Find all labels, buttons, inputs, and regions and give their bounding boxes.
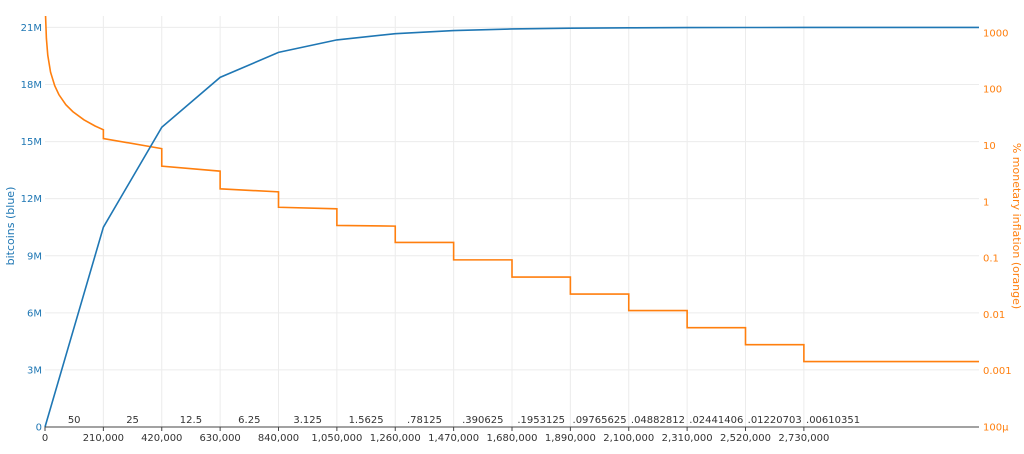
left-tick-label: 15M xyxy=(21,137,42,148)
left-axis-ticks: 0 3M 6M 9M 12M 15M 18M 21M xyxy=(21,23,42,434)
block-reward-label: .78125 xyxy=(407,415,442,426)
x-tick-label: 1,890,000 xyxy=(545,433,596,444)
x-tick-label: 2,520,000 xyxy=(720,433,771,444)
block-reward-label: 6.25 xyxy=(238,415,260,426)
x-tick-label: 1,680,000 xyxy=(487,433,538,444)
right-tick-label: 100μ xyxy=(983,423,1009,434)
left-tick-label: 21M xyxy=(21,23,42,34)
x-tick-label: 1,470,000 xyxy=(428,433,479,444)
x-tick-label: 0 xyxy=(42,433,48,444)
right-tick-label: 0.01 xyxy=(983,310,1005,321)
bitcoins-series-line xyxy=(44,26,980,428)
x-tick-label: 840,000 xyxy=(258,433,299,444)
x-tick-label: 420,000 xyxy=(141,433,182,444)
block-reward-label: 1.5625 xyxy=(349,415,384,426)
right-axis-title: % monetary inflation (orange) xyxy=(1010,143,1023,309)
right-tick-label: 100 xyxy=(983,85,1002,96)
block-reward-label: .1953125 xyxy=(517,415,565,426)
right-axis-ticks: 100μ 0.001 0.01 0.1 1 10 100 1000 xyxy=(983,28,1012,433)
x-tick-label: 2,730,000 xyxy=(778,433,829,444)
right-tick-label: 1000 xyxy=(983,28,1008,39)
x-tick-label: 2,100,000 xyxy=(603,433,654,444)
block-reward-label: .01220703 xyxy=(748,415,802,426)
block-reward-label: .09765625 xyxy=(573,415,627,426)
left-tick-label: 0 xyxy=(36,423,42,434)
block-reward-label: .00610351 xyxy=(806,415,860,426)
right-tick-label: 0.001 xyxy=(983,366,1012,377)
block-reward-label: 3.125 xyxy=(293,415,322,426)
right-tick-label: 10 xyxy=(983,141,996,152)
left-tick-label: 18M xyxy=(21,80,42,91)
x-tick-label: 1,050,000 xyxy=(311,433,362,444)
block-reward-labels: 50 25 12.5 6.25 3.125 1.5625 .78125 .390625 .195… xyxy=(68,415,860,426)
block-reward-label: 25 xyxy=(126,415,139,426)
block-reward-label: .02441406 xyxy=(689,415,743,426)
x-tick-label: 630,000 xyxy=(199,433,240,444)
grid-lines xyxy=(45,16,979,427)
x-tick-label: 210,000 xyxy=(83,433,124,444)
right-tick-label: 1 xyxy=(983,197,989,208)
right-tick-label: 0.1 xyxy=(983,254,999,265)
block-reward-label: 50 xyxy=(68,415,81,426)
block-reward-label: .390625 xyxy=(462,415,503,426)
left-tick-label: 6M xyxy=(27,308,42,319)
x-tick-label: 2,310,000 xyxy=(662,433,713,444)
block-reward-label: .04882812 xyxy=(631,415,685,426)
x-tick-label: 1,260,000 xyxy=(370,433,421,444)
inflation-series-line xyxy=(44,15,979,363)
left-tick-label: 12M xyxy=(21,194,42,205)
left-tick-label: 3M xyxy=(27,365,42,376)
x-axis-ticks: 0 210,000 420,000 630,000 840,000 1,050,000 1,… xyxy=(42,427,829,444)
left-axis-title: bitcoins (blue) xyxy=(4,187,17,266)
block-reward-label: 12.5 xyxy=(180,415,202,426)
left-tick-label: 9M xyxy=(27,251,42,262)
